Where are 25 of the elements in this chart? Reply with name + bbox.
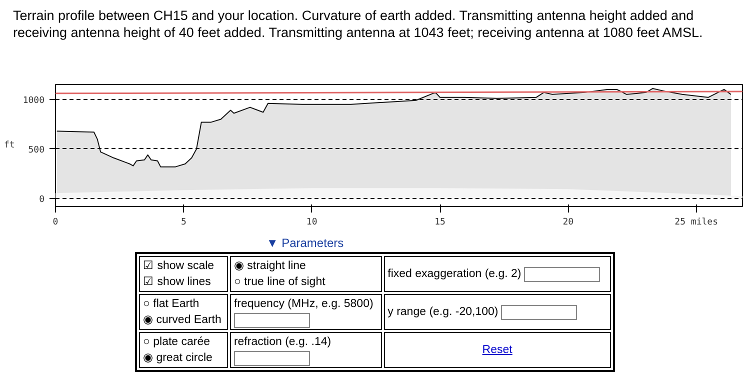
text: ☑ show lines [143, 276, 211, 288]
x-tick-label: 15 [434, 218, 446, 228]
y-tick-label: 1000 [22, 96, 45, 106]
text: y range (e.g. -20,100) [388, 305, 500, 320]
x-tick-label: 20 [562, 218, 574, 228]
text: ○ true line of sight [234, 276, 326, 288]
x-tick-label: 25 miles [674, 218, 718, 228]
text: ◉ great circle [143, 352, 212, 364]
x-tick-label: 0 [52, 218, 58, 228]
text: Reset [481, 343, 514, 358]
text: frequency (MHz, e.g. 5800) [230, 294, 382, 330]
text: ○ flat Earth [143, 298, 200, 310]
text: ▼ Parameters [265, 235, 345, 252]
text: refraction (e.g. .14) [230, 332, 382, 368]
x-tick-label: 10 [306, 218, 318, 228]
y-tick-label: 0 [39, 195, 45, 206]
text: ○ plate carée [143, 336, 210, 348]
text: ◉ straight line [234, 260, 306, 272]
text: ☑ show scale [143, 260, 214, 272]
text: ◉ curved Earth [143, 314, 222, 326]
text: fixed exaggeration (e.g. 2) [388, 267, 522, 282]
chart-title: Terrain profile between CH15 and your location. Curvature of earth added. Transmitting antenna height added and receiving antenna height of 40 feet added. Transmitting antenna at 1043 feet; receiving antenna at 1080 feet AMSL. [13, 7, 704, 41]
y-tick-label: 500 [28, 145, 45, 156]
x-tick-label: 5 [180, 218, 186, 228]
y-axis-title: ft [4, 140, 15, 150]
